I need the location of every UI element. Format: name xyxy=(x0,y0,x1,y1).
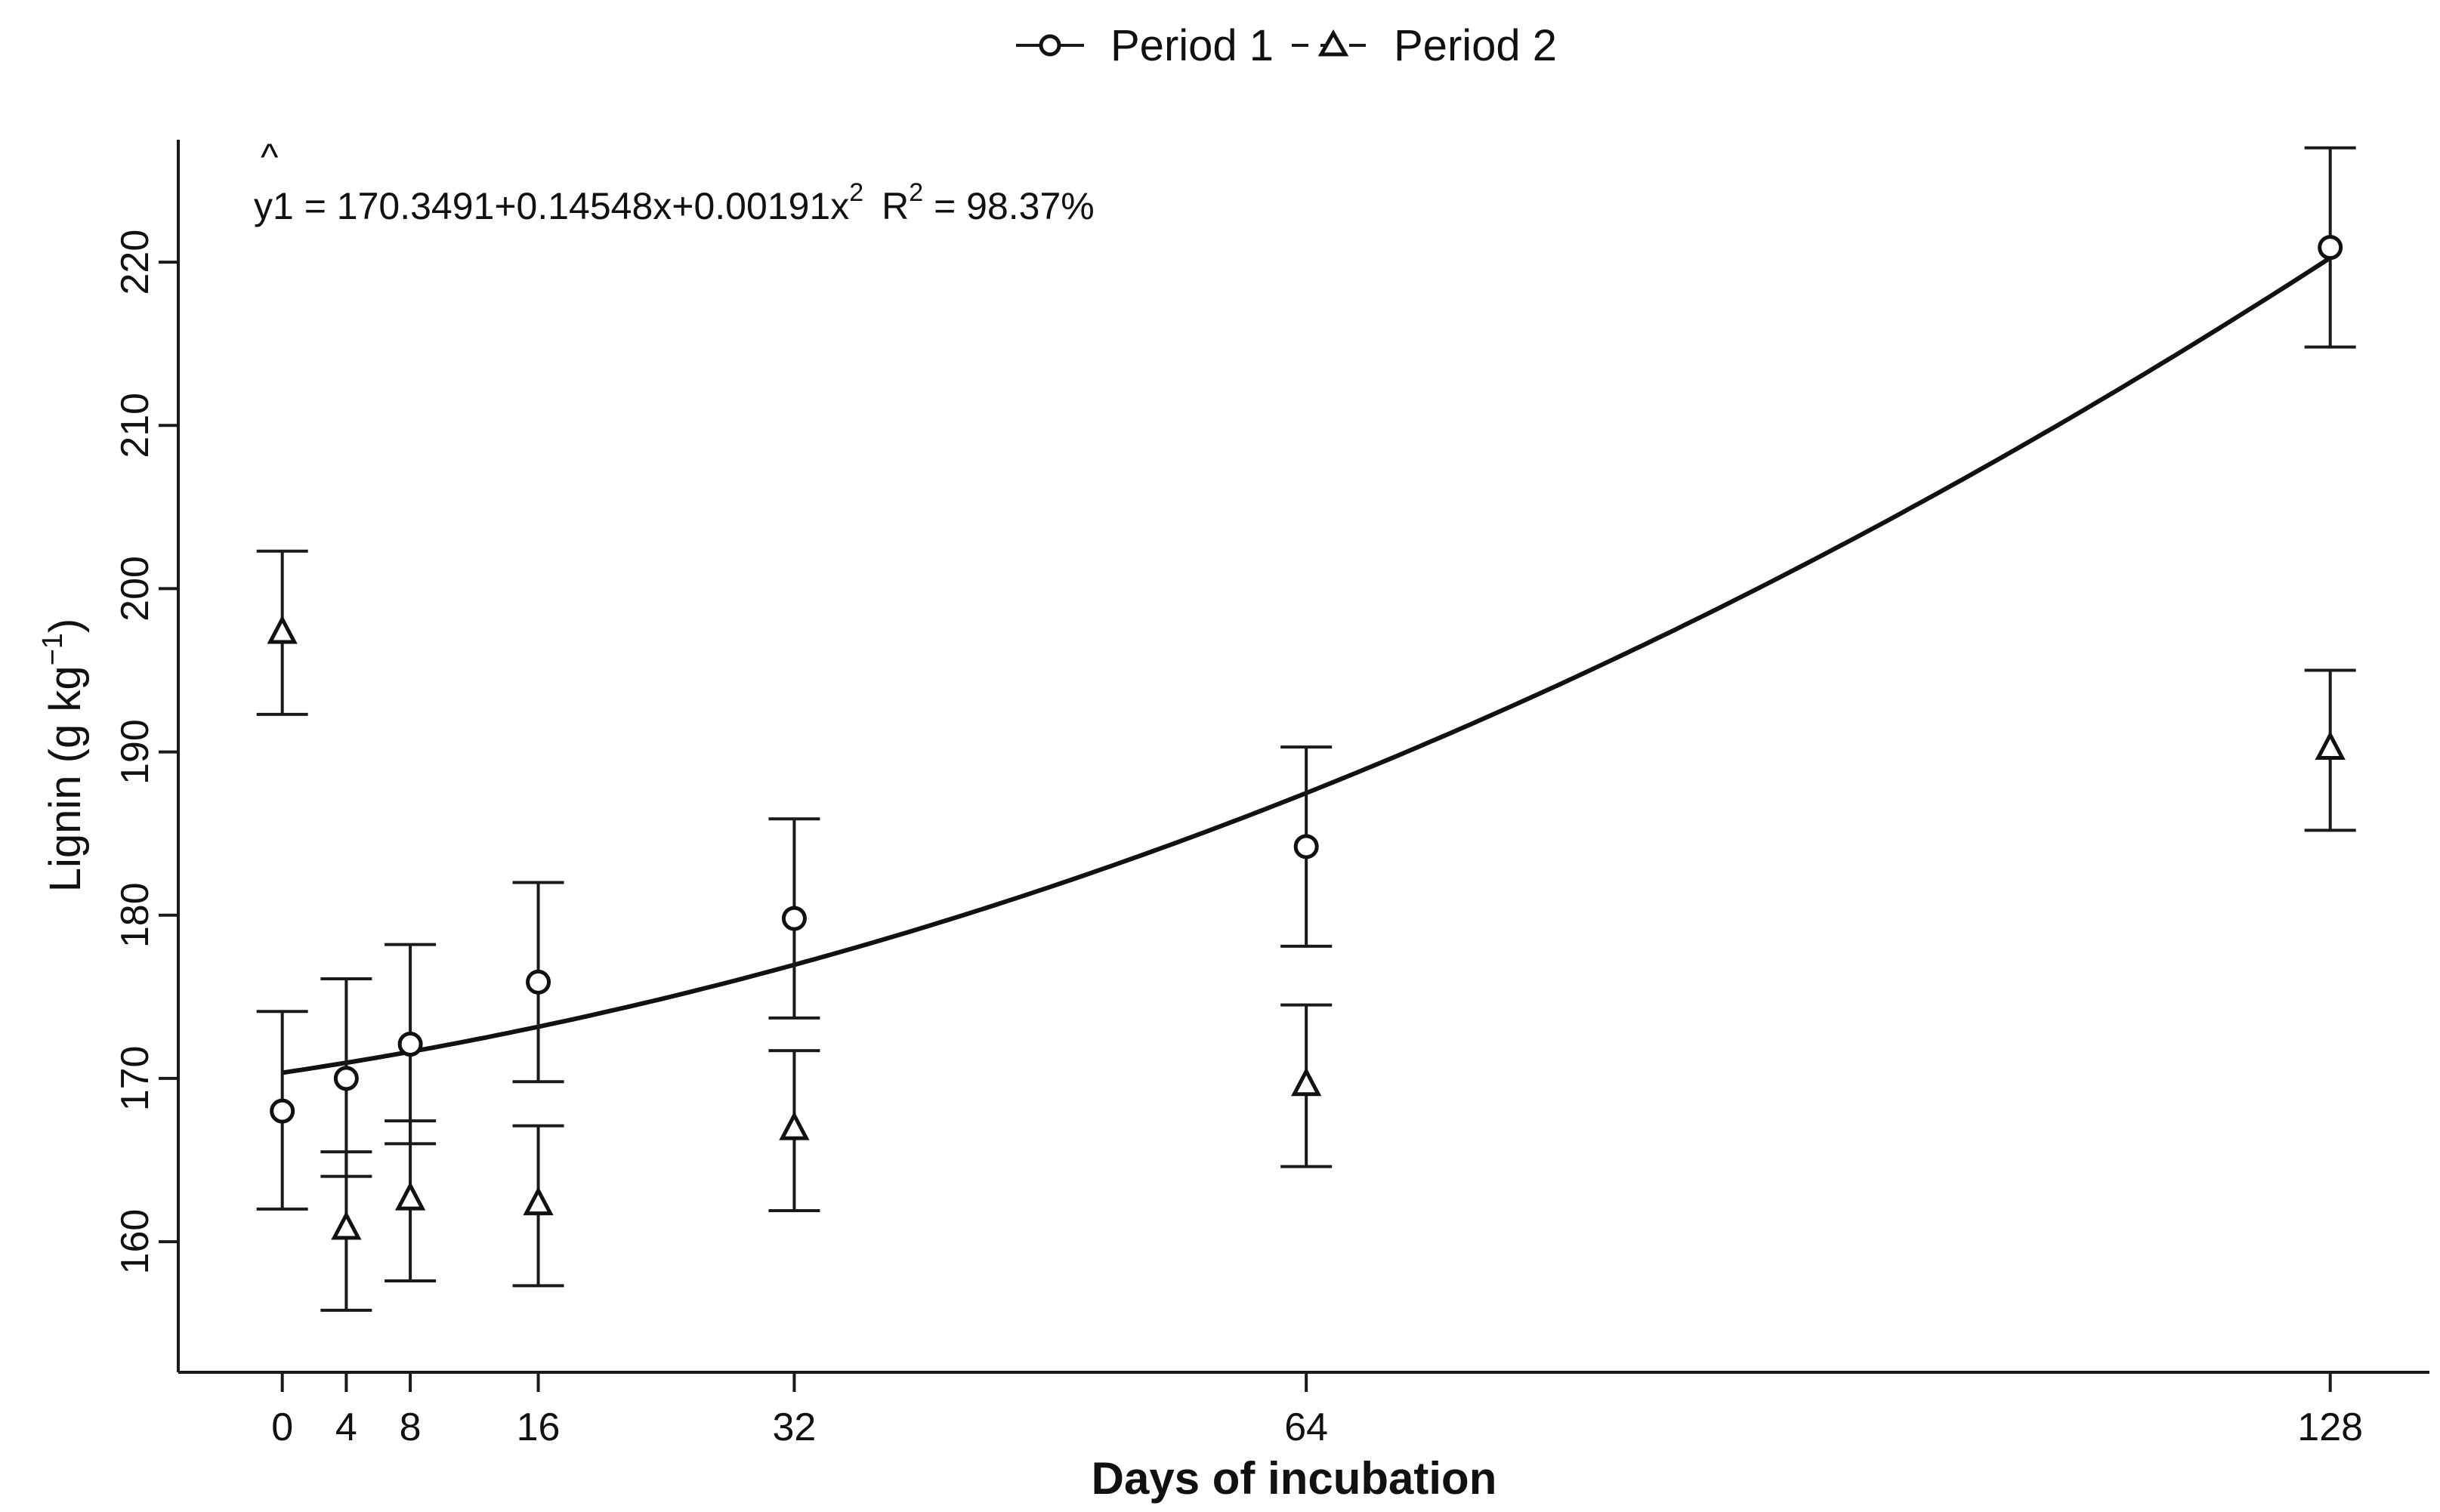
fit-r2-prefix: R xyxy=(882,185,909,227)
fit-equation-lhs-sub: 1 xyxy=(273,185,294,227)
y-tick-label-180: 180 xyxy=(113,882,157,948)
fit-r2-sup: 2 xyxy=(909,178,923,207)
y-tick-label-160: 160 xyxy=(113,1209,157,1275)
y-axis-label: Lignin (g kg−1) xyxy=(37,619,90,893)
y-tick-label-190: 190 xyxy=(113,719,157,785)
y-tick-label-200: 200 xyxy=(113,556,157,622)
period-1-point-4 xyxy=(333,1066,359,1091)
x-tick-label-8: 8 xyxy=(400,1406,422,1449)
fit-equation-sup: 2 xyxy=(849,178,863,207)
x-axis-label: Days of incubation xyxy=(1092,1453,1497,1504)
period-1-point-0 xyxy=(270,1098,295,1124)
y-tick-label-210: 210 xyxy=(113,393,157,458)
period-2-point-128 xyxy=(2315,730,2346,761)
error-bar-layer xyxy=(256,146,2356,1312)
period-1-point-16 xyxy=(526,969,551,995)
x-tick-label-16: 16 xyxy=(517,1406,561,1449)
fit-equation: y1 = 170.3491+0.14548x+0.00191x2 R2 = 98.… xyxy=(254,178,1095,227)
period-2-point-4 xyxy=(331,1211,362,1240)
fit-equation-rhs: = 170.3491+0.14548x+0.00191x xyxy=(294,185,849,227)
y-axis-label-sup: −1 xyxy=(37,633,69,665)
period-1-point-32 xyxy=(781,906,807,931)
fit-curve-layer xyxy=(282,255,2332,1075)
y-axis-label-close: ) xyxy=(41,619,90,633)
fit-equation-hat: ^ xyxy=(261,136,279,178)
legend-period-1-label: Period 1 xyxy=(1110,21,1274,70)
x-tick-label-4: 4 xyxy=(335,1406,357,1449)
x-tick-label-0: 0 xyxy=(271,1406,293,1449)
x-tick-label-128: 128 xyxy=(2297,1406,2363,1449)
fit-equation-lhs: y xyxy=(254,185,273,227)
marker-layer xyxy=(267,235,2346,1240)
legend: Period 1 Period 2 xyxy=(1016,21,1557,70)
period-2-point-32 xyxy=(779,1111,810,1140)
period-2-point-16 xyxy=(523,1186,554,1216)
y-axis-label-main: Lignin (g kg xyxy=(41,665,90,892)
period-2-point-64 xyxy=(1291,1067,1322,1097)
legend-period-2-label: Period 2 xyxy=(1394,21,1557,70)
period-1-point-8 xyxy=(397,1032,423,1057)
x-tick-label-64: 64 xyxy=(1284,1406,1328,1449)
fit-r2-value: = 98.37% xyxy=(923,185,1095,227)
fit-curve xyxy=(282,255,2332,1075)
x-tick-label-32: 32 xyxy=(773,1406,817,1449)
legend-period-2-marker xyxy=(1317,29,1349,57)
period-2-point-8 xyxy=(394,1181,426,1211)
period-2-point-0 xyxy=(267,615,298,644)
period-1-point-128 xyxy=(2318,235,2343,261)
y-tick-label-220: 220 xyxy=(113,230,157,295)
x-ticks: 0 4 8 16 32 64 128 xyxy=(271,1372,2363,1449)
period-1-point-64 xyxy=(1293,834,1319,859)
y-tick-label-170: 170 xyxy=(113,1046,157,1112)
y-ticks: 160 170 180 190 200 210 220 xyxy=(113,230,178,1275)
legend-period-1-marker xyxy=(1039,34,1061,57)
